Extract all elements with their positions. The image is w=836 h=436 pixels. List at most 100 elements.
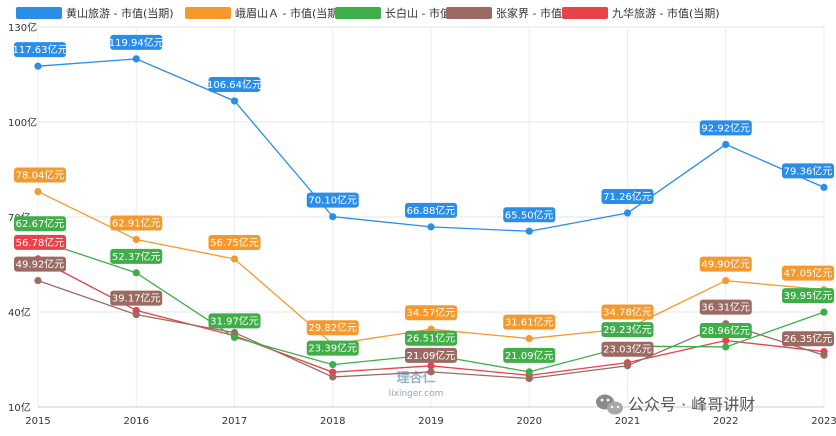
x-tick-label: 2017 <box>222 416 247 427</box>
legend: 黄山旅游 - 市值(当期) 峨眉山Ａ - 市值(当期) 长白山 - 市值(当期) 张家… <box>16 6 720 20</box>
data-label-box <box>208 76 261 92</box>
data-point <box>525 368 533 376</box>
data-label: 47.05亿元 <box>782 265 834 281</box>
data-label-text: 21.09亿元 <box>505 349 554 362</box>
data-label: 92.92亿元 <box>699 120 752 136</box>
data-label-text: 31.97亿元 <box>210 314 259 327</box>
data-point <box>427 368 435 376</box>
legend-label: 峨眉山Ａ - 市值(当期) <box>235 6 343 20</box>
data-label-box <box>110 34 163 50</box>
x-tick-label: 2023 <box>811 416 836 427</box>
y-tick-label: 130亿 <box>8 21 37 34</box>
data-label: 49.92亿元 <box>14 256 66 272</box>
data-labels: 117.63亿元 119.94亿元 106.64亿元 70.10亿元 66.88亿元 65… <box>13 34 834 363</box>
data-label: 29.82亿元 <box>306 320 359 336</box>
data-label-text: 23.03亿元 <box>603 343 652 356</box>
data-label-box <box>503 314 556 330</box>
data-label: 26.35亿元 <box>782 331 834 347</box>
data-label-text: 56.75亿元 <box>210 236 259 249</box>
data-label: 23.03亿元 <box>601 341 654 357</box>
wechat-label: 公众号 · 峰哥讲财 <box>628 395 755 414</box>
data-label-box <box>14 216 66 232</box>
legend-swatch <box>16 7 62 19</box>
legend-item: 峨眉山Ａ - 市值(当期) <box>185 6 343 20</box>
data-point <box>722 140 730 149</box>
data-label-box <box>699 256 752 272</box>
data-label-box <box>110 215 163 231</box>
data-label-box <box>208 313 261 329</box>
data-label-box <box>306 192 359 208</box>
data-label: 21.09亿元 <box>503 347 556 363</box>
data-label-box <box>306 320 359 336</box>
legend-swatch <box>185 7 231 19</box>
data-label: 21.09亿元 <box>405 347 457 363</box>
data-label-box <box>306 340 359 356</box>
legend-swatch <box>335 7 381 19</box>
data-label-box <box>405 347 457 363</box>
data-label: 78.04亿元 <box>14 167 66 183</box>
watermark-text: 理杏仁 <box>396 370 435 386</box>
x-tick-label: 2018 <box>320 416 345 427</box>
data-label: 39.17亿元 <box>110 290 163 306</box>
data-label: 119.94亿元 <box>109 34 164 50</box>
data-point <box>525 374 533 383</box>
data-point <box>230 255 239 263</box>
data-label: 66.88亿元 <box>405 202 457 218</box>
data-point <box>132 269 140 277</box>
data-label-text: 66.88亿元 <box>407 204 456 217</box>
legend-label: 黄山旅游 - 市值(当期) <box>66 6 174 20</box>
legend-swatch <box>562 7 608 19</box>
data-label: 23.39亿元 <box>306 340 359 356</box>
data-point <box>329 213 337 221</box>
wechat-badge: 公众号 · 峰哥讲财 <box>596 394 755 415</box>
data-point <box>820 183 828 191</box>
data-label-text: 23.39亿元 <box>308 342 357 355</box>
data-label: 34.57亿元 <box>405 305 457 321</box>
data-label-box <box>208 234 261 250</box>
data-label-text: 49.90亿元 <box>701 258 750 271</box>
watermark-url: lixinger.com <box>389 389 444 399</box>
data-label-box <box>699 299 752 315</box>
x-tick-label: 2015 <box>25 416 50 427</box>
data-label-text: 36.31亿元 <box>701 301 750 314</box>
data-label-box <box>14 42 66 58</box>
data-label: 28.96亿元 <box>699 322 752 338</box>
data-point <box>230 97 239 105</box>
data-point <box>132 55 140 63</box>
data-point <box>820 351 828 359</box>
data-label-box <box>14 234 66 250</box>
data-point <box>722 343 730 351</box>
data-label: 26.51亿元 <box>405 330 457 346</box>
wechat-icon <box>596 394 623 415</box>
data-label-box <box>782 331 834 347</box>
data-label: 56.75亿元 <box>208 234 261 250</box>
data-label-text: 39.95亿元 <box>784 289 833 302</box>
data-point <box>34 276 42 285</box>
data-label-box <box>110 248 163 264</box>
data-label-text: 65.50亿元 <box>505 208 554 221</box>
y-tick-label: 40亿 <box>8 306 31 319</box>
x-tick-label: 2021 <box>615 416 640 427</box>
data-label-text: 70.10亿元 <box>308 194 357 207</box>
data-label-text: 78.04亿元 <box>16 169 65 182</box>
data-point <box>623 209 632 217</box>
data-label-box <box>405 330 457 346</box>
data-label: 36.31亿元 <box>699 299 752 315</box>
legend-swatch <box>446 7 492 19</box>
data-label-text: 21.09亿元 <box>407 349 456 362</box>
data-label-text: 47.05亿元 <box>784 267 833 280</box>
data-label-box <box>14 167 66 183</box>
data-label-text: 52.37亿元 <box>112 250 161 263</box>
data-point <box>34 187 42 196</box>
data-label-text: 117.63亿元 <box>13 43 68 56</box>
data-label-text: 62.91亿元 <box>112 216 161 229</box>
data-label-box <box>405 305 457 321</box>
data-label-text: 34.57亿元 <box>407 306 456 319</box>
data-point <box>722 336 730 345</box>
data-point <box>722 277 730 285</box>
data-label-text: 39.17亿元 <box>112 292 161 305</box>
data-label: 56.78亿元 <box>14 234 66 250</box>
data-label: 62.67亿元 <box>14 216 66 232</box>
data-label-text: 49.92亿元 <box>16 258 65 271</box>
data-point <box>230 333 239 342</box>
